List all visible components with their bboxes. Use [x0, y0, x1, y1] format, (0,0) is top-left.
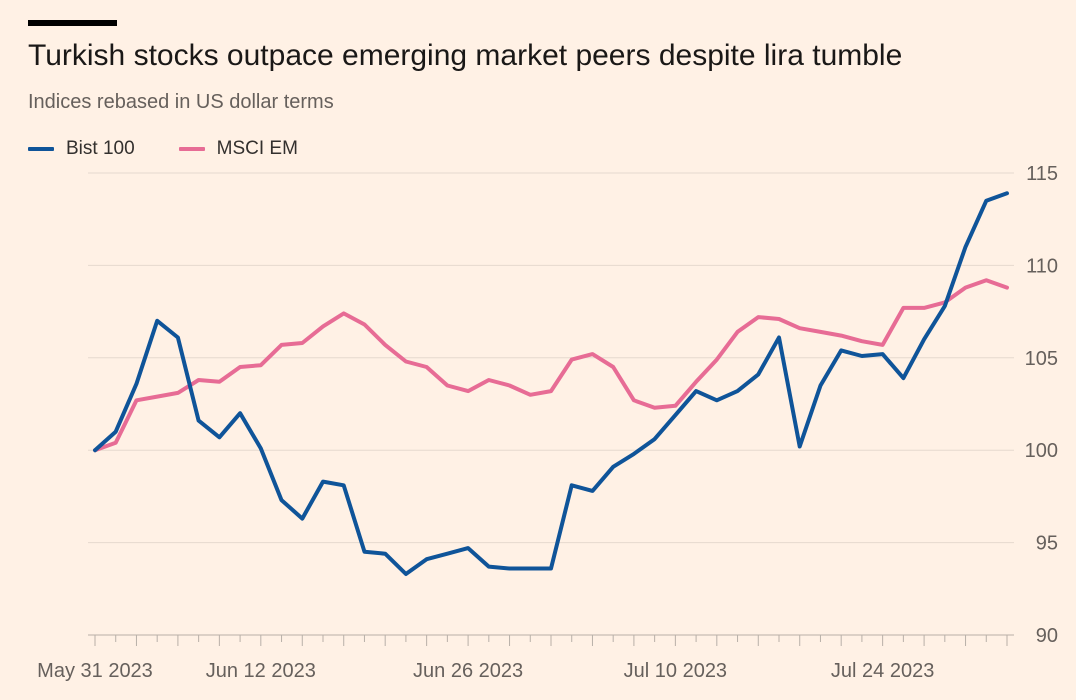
legend-swatch-msci — [178, 147, 205, 151]
y-tick-label: 105 — [1025, 348, 1058, 370]
brand-bar — [28, 20, 117, 26]
y-tick-label: 110 — [1026, 255, 1058, 277]
legend-item-msci: MSCI EM — [178, 138, 298, 160]
chart-title: Turkish stocks outpace emerging market p… — [28, 39, 903, 72]
legend-label-bist: Bist 100 — [66, 138, 135, 159]
legend-label-msci: MSCI EM — [216, 138, 298, 159]
y-tick-label: 95 — [1036, 533, 1058, 555]
legend: Bist 100 MSCI EM — [28, 138, 298, 160]
legend-swatch-bist — [28, 147, 54, 151]
series-line-bist-100 — [93, 191, 1009, 576]
legend-item-bist: Bist 100 — [28, 138, 135, 160]
y-tick-label: 115 — [1026, 163, 1058, 185]
x-tick-label: Jun 12 2023 — [206, 660, 316, 682]
chart-subtitle: Indices rebased in US dollar terms — [28, 91, 334, 113]
x-tick-label: Jul 24 2023 — [831, 660, 934, 682]
series-line-msci-em — [93, 278, 1009, 453]
x-tick-label: Jul 10 2023 — [624, 660, 727, 682]
x-tick-label: Jun 26 2023 — [413, 660, 523, 682]
x-tick-label: May 31 2023 — [37, 660, 153, 682]
y-tick-label: 90 — [1036, 625, 1058, 647]
y-tick-label: 100 — [1025, 440, 1058, 462]
